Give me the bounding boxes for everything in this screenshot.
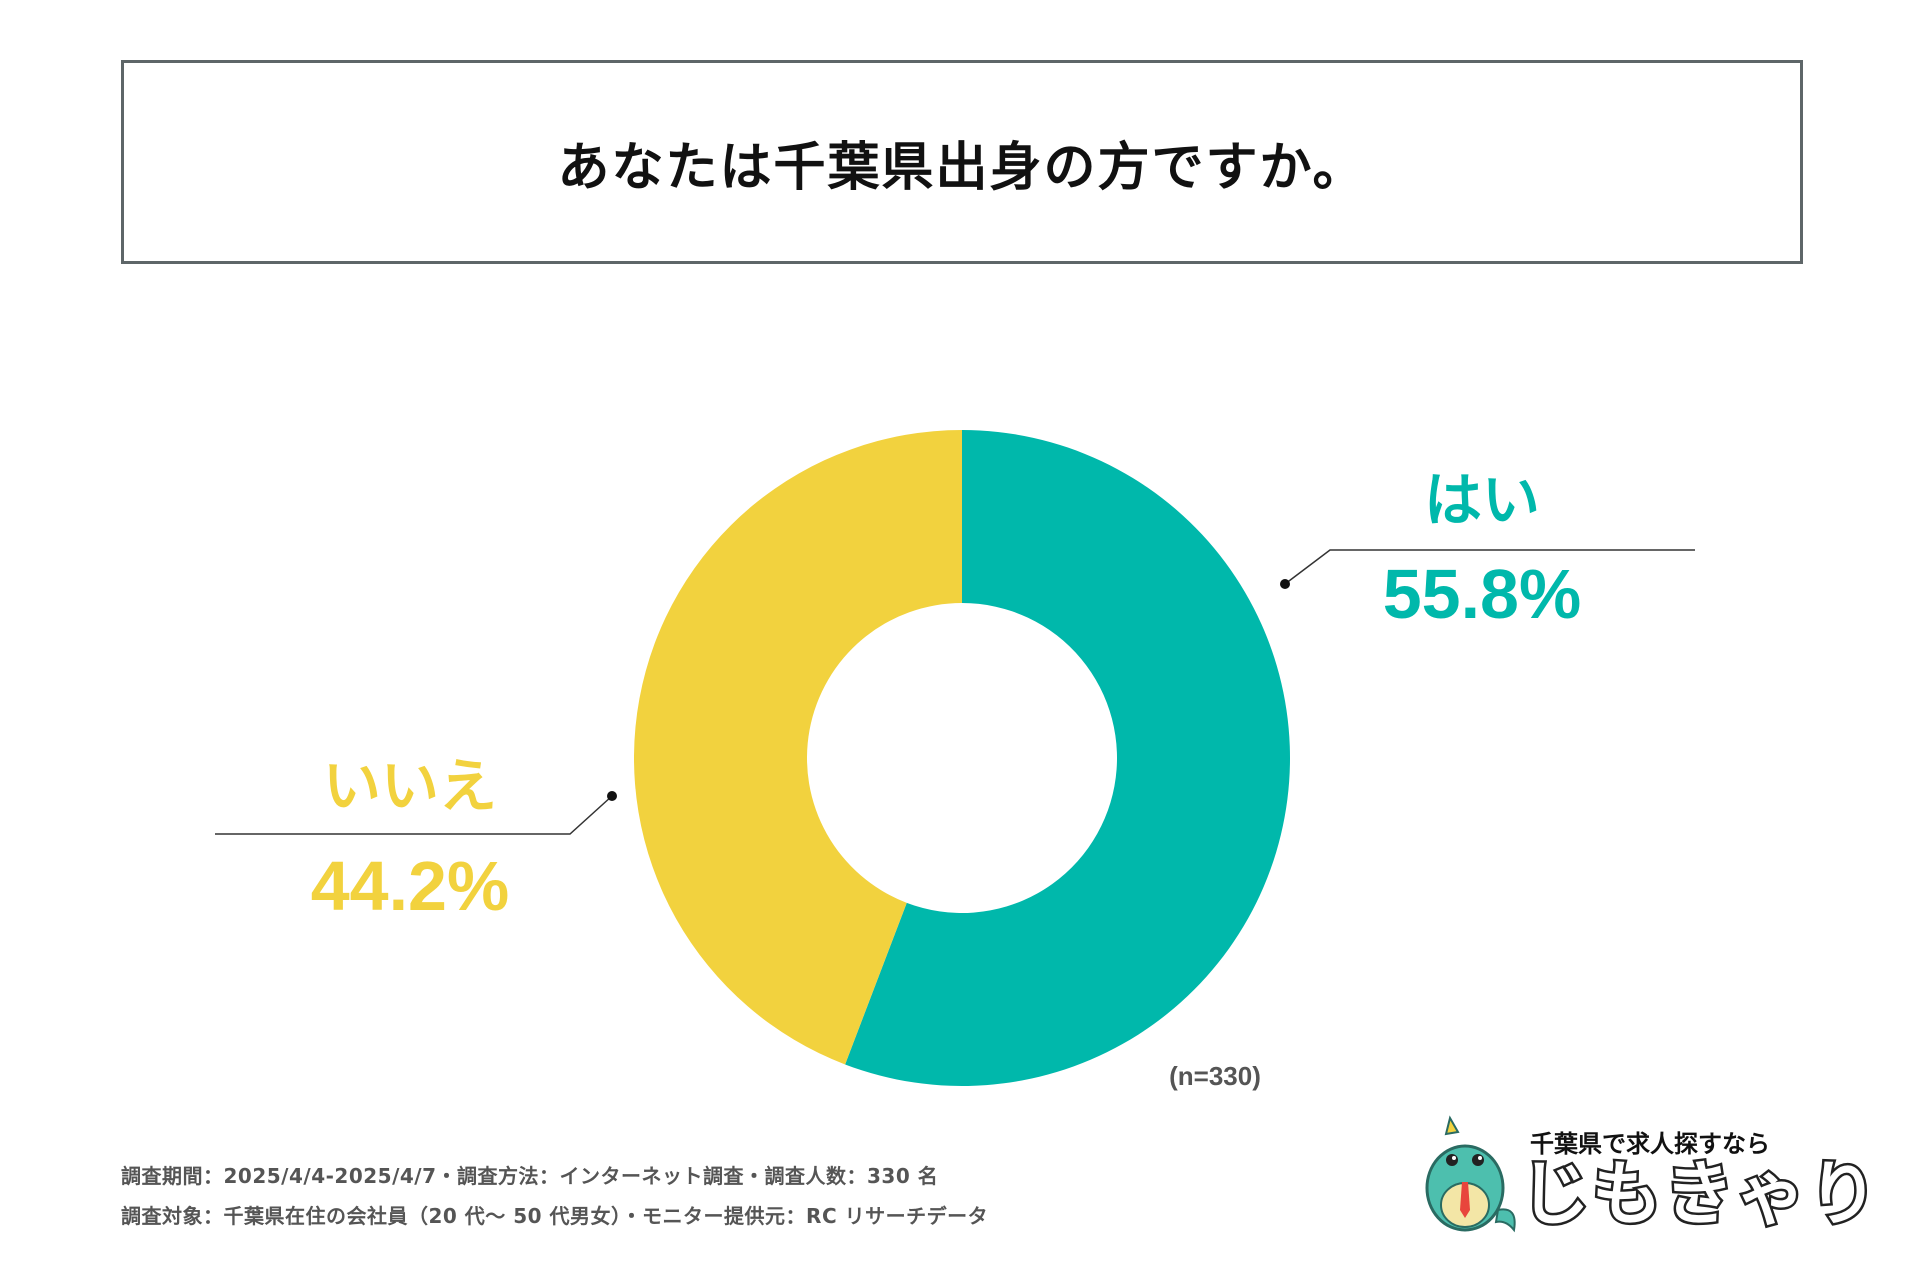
survey-target-note: 調査対象：千葉県在住の会社員（20 代～ 50 代男女）・モニター提供元：RC … [121,1204,989,1228]
mascot-dinosaur-icon [1425,1115,1516,1233]
leader-line-yes [1284,549,1695,585]
page-title: あなたは千葉県出身の方ですか。 [557,137,1367,198]
donut-slice-yes [845,429,1291,1087]
category-label-no: いいえ [323,752,497,820]
sample-size-label: (n=330) [1169,1061,1261,1091]
category-label-yes: はい [1424,466,1540,534]
leader-line-no [215,795,613,835]
leader-dot-no [607,791,617,801]
logo-tagline: 千葉県で求人探すなら [1530,1130,1770,1158]
value-label-no: 44.2% [311,847,509,925]
jimokyari-logo: 千葉県で求人探すなら じもきゃり [1410,1110,1881,1240]
survey-period-note: 調査期間：2025/4/4-2025/4/7・調査方法：インターネット調査・調査… [121,1164,939,1188]
title-box: あなたは千葉県出身の方ですか。 [121,60,1803,264]
donut-slice-no [634,430,962,1065]
logo-name: じもきゃり [1518,1152,1881,1237]
value-label-yes: 55.8% [1383,555,1581,633]
leader-dot-yes [1280,579,1290,589]
